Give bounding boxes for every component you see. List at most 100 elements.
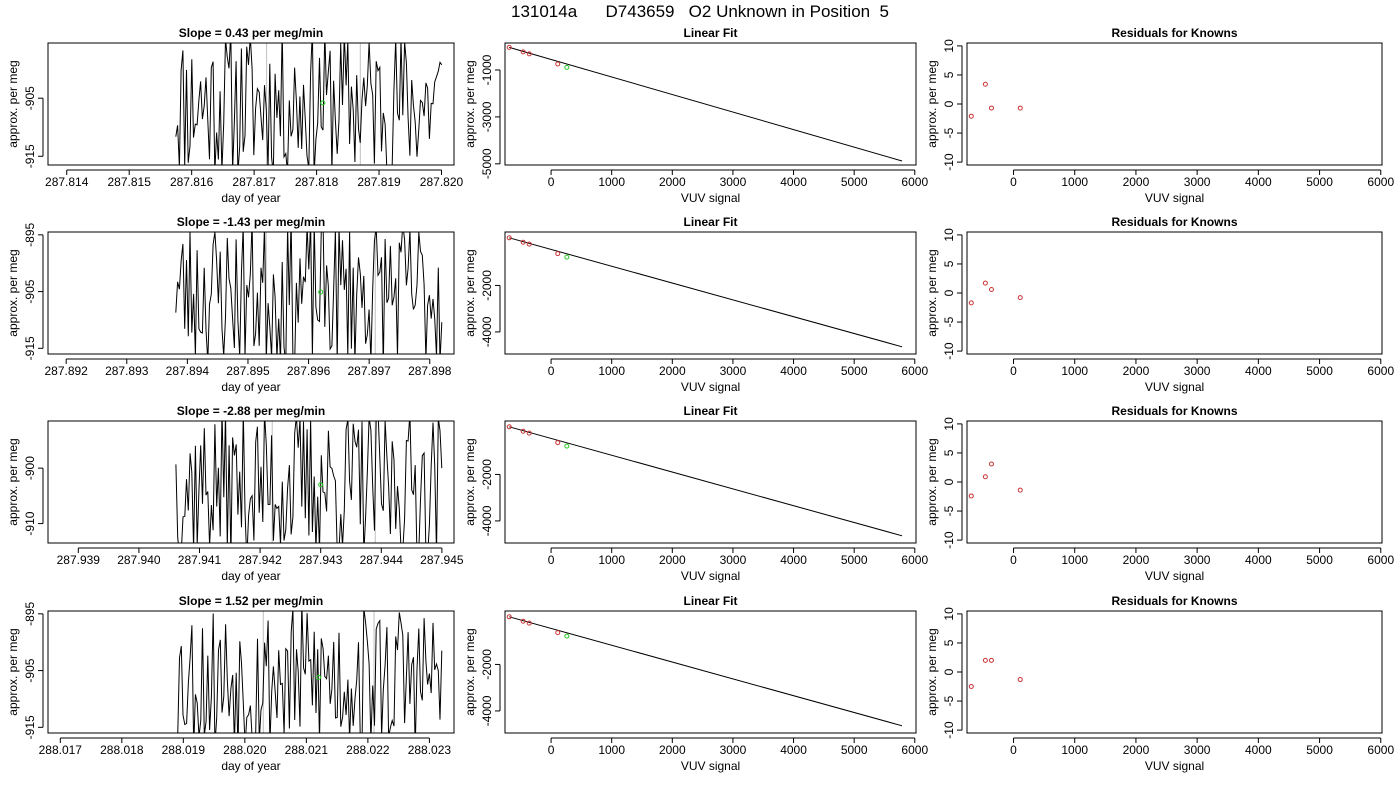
x-tick-label: 287.893 bbox=[105, 364, 149, 378]
x-tick-label: 287.817 bbox=[232, 175, 276, 189]
fit-line bbox=[509, 46, 903, 162]
plot-area bbox=[506, 44, 903, 162]
panel-title: Linear Fit bbox=[683, 26, 737, 40]
panel-title: Residuals for Knowns bbox=[1111, 215, 1237, 229]
panel-title: Residuals for Knowns bbox=[1111, 26, 1237, 40]
y-tick-label: 10 bbox=[942, 417, 956, 431]
x-tick-label: 5000 bbox=[841, 743, 868, 757]
x-tick-label: 287.814 bbox=[45, 175, 89, 189]
x-tick-label: 287.820 bbox=[420, 175, 464, 189]
unknown-point bbox=[564, 254, 570, 260]
x-tick-label: 3000 bbox=[720, 553, 747, 567]
plot-frame bbox=[47, 610, 455, 734]
plot-area bbox=[506, 614, 903, 727]
panel-title: Residuals for Knowns bbox=[1111, 404, 1237, 418]
residual-point bbox=[988, 657, 994, 663]
y-axis-label: approx. per meg bbox=[6, 438, 20, 525]
x-tick-label: 1000 bbox=[598, 175, 625, 189]
y-tick-label: -905 bbox=[23, 279, 37, 303]
x-axis-label: day of year bbox=[221, 380, 280, 394]
y-tick-label: -1000 bbox=[480, 54, 494, 85]
known-point bbox=[526, 51, 532, 57]
residual-point bbox=[1017, 487, 1023, 493]
y-axis-label: approx. per meg bbox=[925, 249, 939, 336]
x-axis-label: VUV signal bbox=[681, 759, 740, 773]
x-tick-label: 5000 bbox=[1306, 553, 1333, 567]
x-tick-label: 0 bbox=[548, 364, 555, 378]
page-title: 131014a D743659 O2 Unknown in Position 5 bbox=[510, 2, 890, 21]
panel-8: Linear Fit 0 1000 2000 3000 4000 5000 6000 VUV s… bbox=[463, 404, 928, 583]
x-tick-label: 1000 bbox=[1061, 743, 1088, 757]
trace-line bbox=[175, 421, 443, 543]
y-tick-label: -2000 bbox=[480, 270, 494, 301]
x-tick-label: 288.022 bbox=[346, 743, 390, 757]
x-tick-label: 6000 bbox=[901, 743, 928, 757]
x-tick-label: 5000 bbox=[841, 364, 868, 378]
x-tick-label: 3000 bbox=[1184, 175, 1211, 189]
plot-frame bbox=[504, 42, 917, 166]
y-axis-label: approx. per meg bbox=[925, 60, 939, 147]
y-tick-label: -915 bbox=[23, 144, 37, 168]
x-tick-label: 2000 bbox=[1123, 175, 1150, 189]
x-tick-label: 5000 bbox=[841, 553, 868, 567]
x-tick-label: 287.939 bbox=[57, 553, 101, 567]
known-point bbox=[555, 440, 561, 446]
panel-title: Linear Fit bbox=[683, 215, 737, 229]
unknown-point bbox=[564, 64, 570, 70]
x-tick-label: 288.020 bbox=[223, 743, 267, 757]
residual-point bbox=[1017, 105, 1023, 111]
y-tick-label: -5 bbox=[942, 695, 956, 706]
trace-line bbox=[177, 611, 443, 733]
panel-7: Slope = -2.88 per meg/min 287.939 287.940 2… bbox=[6, 404, 464, 583]
x-tick-label: 287.819 bbox=[357, 175, 401, 189]
fit-line bbox=[509, 616, 903, 727]
y-axis-label: approx. per meg bbox=[6, 628, 20, 715]
y-tick-label: 5 bbox=[942, 260, 956, 267]
x-tick-label: 288.019 bbox=[162, 743, 206, 757]
x-tick-label: 3000 bbox=[1184, 364, 1211, 378]
plot-area bbox=[968, 657, 1023, 690]
x-tick-label: 1000 bbox=[598, 743, 625, 757]
known-point bbox=[526, 620, 532, 626]
plot-frame bbox=[47, 420, 455, 544]
y-axis-label: approx. per meg bbox=[6, 249, 20, 336]
x-tick-label: 3000 bbox=[720, 175, 747, 189]
unknown-point bbox=[318, 482, 324, 488]
x-tick-label: 287.895 bbox=[226, 364, 270, 378]
plot-frame bbox=[966, 231, 1383, 355]
plot-frame bbox=[504, 420, 917, 544]
unknown-point bbox=[316, 674, 322, 680]
plot-area bbox=[175, 232, 443, 354]
residual-point bbox=[988, 287, 994, 293]
x-tick-label: 2000 bbox=[1123, 553, 1150, 567]
x-tick-label: 287.894 bbox=[166, 364, 210, 378]
x-tick-label: 0 bbox=[1010, 175, 1017, 189]
y-tick-label: 0 bbox=[942, 289, 956, 296]
x-axis-label: VUV signal bbox=[1145, 380, 1204, 394]
x-tick-label: 3000 bbox=[720, 364, 747, 378]
x-tick-label: 287.898 bbox=[408, 364, 452, 378]
x-tick-label: 287.945 bbox=[420, 553, 464, 567]
x-tick-label: 2000 bbox=[659, 175, 686, 189]
y-tick-label: -910 bbox=[23, 511, 37, 535]
residual-point bbox=[988, 105, 994, 111]
plot-frame bbox=[504, 610, 917, 734]
plot-area bbox=[177, 611, 443, 733]
x-tick-label: 1000 bbox=[1061, 553, 1088, 567]
plot-frame bbox=[47, 231, 455, 355]
x-tick-label: 0 bbox=[548, 175, 555, 189]
y-tick-label: 5 bbox=[942, 71, 956, 78]
y-tick-label: 10 bbox=[942, 39, 956, 53]
y-tick-label: 0 bbox=[942, 478, 956, 485]
x-tick-label: 288.018 bbox=[100, 743, 144, 757]
residual-point bbox=[968, 493, 974, 499]
trace-line bbox=[175, 232, 443, 354]
x-tick-label: 287.944 bbox=[360, 553, 404, 567]
x-tick-label: 5000 bbox=[841, 175, 868, 189]
y-tick-label: -900 bbox=[23, 456, 37, 480]
known-point bbox=[555, 630, 561, 636]
known-point bbox=[506, 424, 512, 430]
x-tick-label: 287.940 bbox=[117, 553, 161, 567]
y-tick-label: -915 bbox=[23, 336, 37, 360]
